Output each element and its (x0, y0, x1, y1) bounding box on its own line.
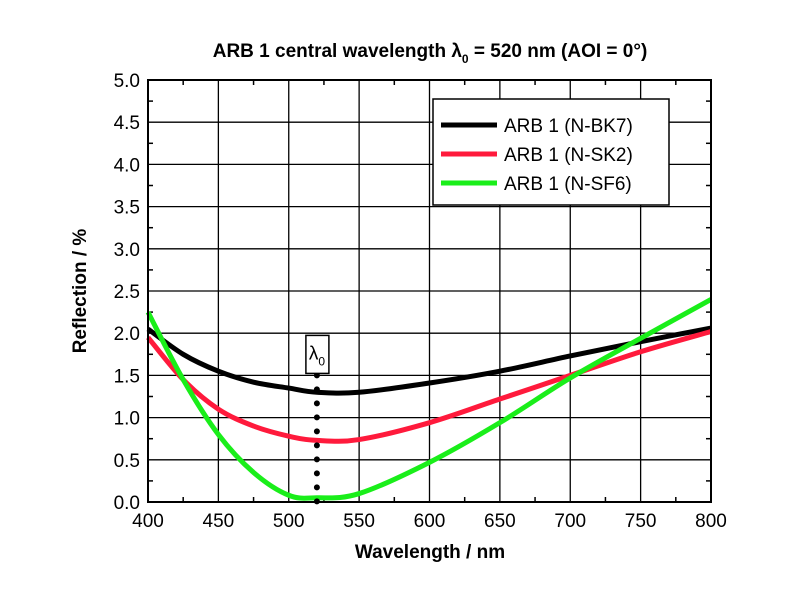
x-tick-label: 400 (132, 511, 164, 532)
lambda0-annotation: λ0 (305, 334, 330, 511)
x-tick-label: 450 (203, 511, 235, 532)
y-tick-label: 0.5 (114, 451, 140, 472)
y-tick-label: 3.5 (114, 198, 140, 219)
y-tick-label: 1.0 (114, 409, 140, 430)
ticks: 400 450 500 550 600 650 700 750 800 0.0 0.5 1.0 1.5 2… (114, 71, 727, 532)
y-tick-label: 2.0 (114, 324, 140, 345)
x-tick-label: 550 (343, 511, 375, 532)
y-tick-label: 4.0 (114, 155, 140, 176)
y-tick-label: 1.5 (114, 366, 140, 387)
y-tick-label: 4.5 (114, 113, 140, 134)
y-tick-label: 2.5 (114, 282, 140, 303)
legend: ARB 1 (N-BK7) ARB 1 (N-SK2) ARB 1 (N-SF6) (432, 98, 670, 206)
x-axis-label: Wavelength / nm (355, 542, 505, 563)
legend-label: ARB 1 (N-BK7) (504, 116, 633, 137)
x-tick-label: 600 (414, 511, 446, 532)
lambda0-label: λ0 (309, 343, 326, 368)
legend-label: ARB 1 (N-SF6) (504, 174, 632, 195)
series-line-3 (145, 297, 713, 501)
chart-title: ARB 1 central wavelength λ0 = 520 nm (AO… (213, 41, 648, 66)
x-tick-label: 700 (554, 511, 586, 532)
series-lines (145, 297, 713, 501)
y-tick-label: 5.0 (114, 71, 140, 92)
x-tick-label: 650 (484, 511, 516, 532)
legend-label: ARB 1 (N-SK2) (504, 145, 633, 166)
y-tick-label: 0.0 (114, 493, 140, 514)
x-tick-label: 800 (695, 511, 727, 532)
lambda0-label-box (305, 334, 330, 375)
series-line-1 (146, 325, 712, 396)
x-tick-label: 500 (273, 511, 305, 532)
x-tick-label: 750 (625, 511, 657, 532)
y-tick-label: 3.0 (114, 240, 140, 261)
plot-frame (147, 79, 712, 503)
y-axis-label: Reflection / % (70, 229, 91, 354)
